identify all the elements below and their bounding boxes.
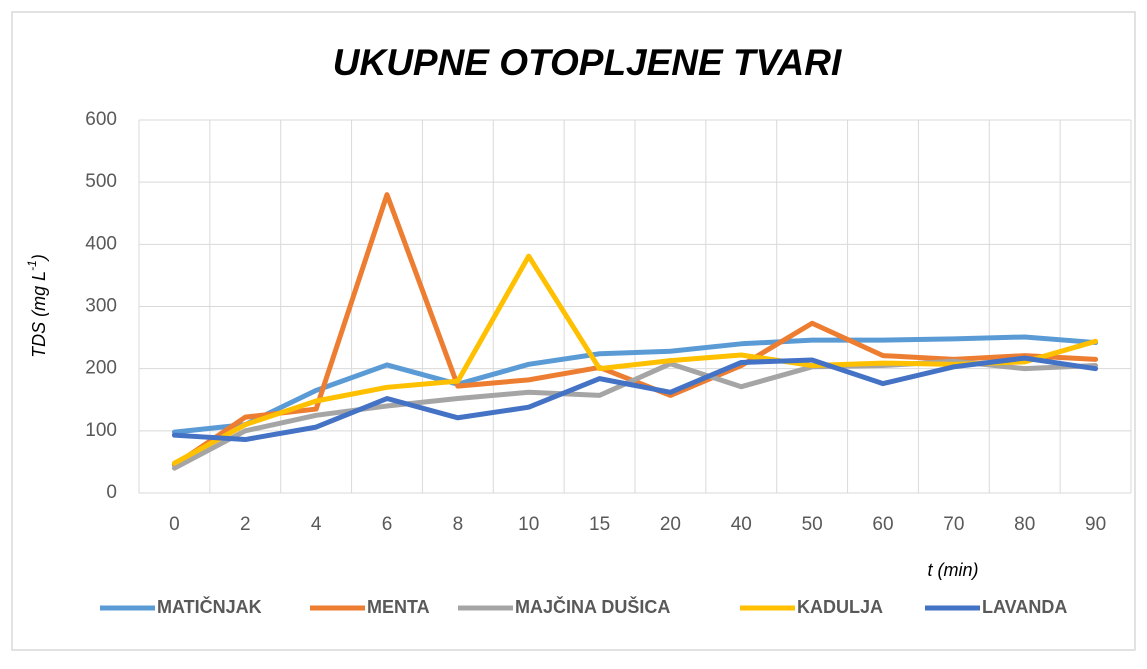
- y-axis-label: TDS (mg L-1): [25, 254, 49, 358]
- series-line: [171, 334, 1099, 435]
- x-tick-label: 6: [382, 514, 393, 535]
- y-tick-label: 400: [85, 233, 117, 254]
- x-tick-label: 90: [1085, 514, 1106, 535]
- x-tick-label: 4: [311, 514, 322, 535]
- x-tick-label: 60: [872, 514, 893, 535]
- y-tick-label: 300: [85, 296, 117, 317]
- x-tick-label: 0: [169, 514, 180, 535]
- legend-label: MAJČINA DUŠICA: [515, 596, 670, 617]
- x-tick-label: 10: [518, 514, 539, 535]
- y-tick-label: 100: [85, 420, 117, 441]
- y-tick-label: 200: [85, 358, 117, 379]
- x-tick-label: 2: [240, 514, 251, 535]
- x-tick-label: 50: [802, 514, 823, 535]
- y-tick-label: 500: [85, 171, 117, 192]
- y-tick-label: 600: [85, 109, 117, 130]
- legend-label: LAVANDA: [982, 597, 1067, 617]
- y-label-text: TDS (mg L: [29, 271, 49, 358]
- x-tick-label: 40: [731, 514, 752, 535]
- x-tick-label: 70: [943, 514, 964, 535]
- x-tick-label: 20: [660, 514, 681, 535]
- x-tick-label: 15: [589, 514, 610, 535]
- legend-label: MENTA: [367, 597, 430, 617]
- series-line: [171, 355, 1099, 443]
- legend-label: MATIČNJAK: [157, 596, 262, 617]
- y-label-sup: -1: [25, 260, 39, 271]
- legend-label: KADULJA: [797, 597, 883, 617]
- y-tick-label: 0: [106, 482, 117, 503]
- chart-title: UKUPNE OTOPLJENE TVARI: [333, 42, 842, 83]
- x-axis-label: t (min): [928, 560, 979, 580]
- y-label-close: ): [29, 254, 49, 262]
- series-line: [171, 253, 1099, 466]
- x-tick-label: 8: [453, 514, 464, 535]
- x-tick-label: 80: [1014, 514, 1035, 535]
